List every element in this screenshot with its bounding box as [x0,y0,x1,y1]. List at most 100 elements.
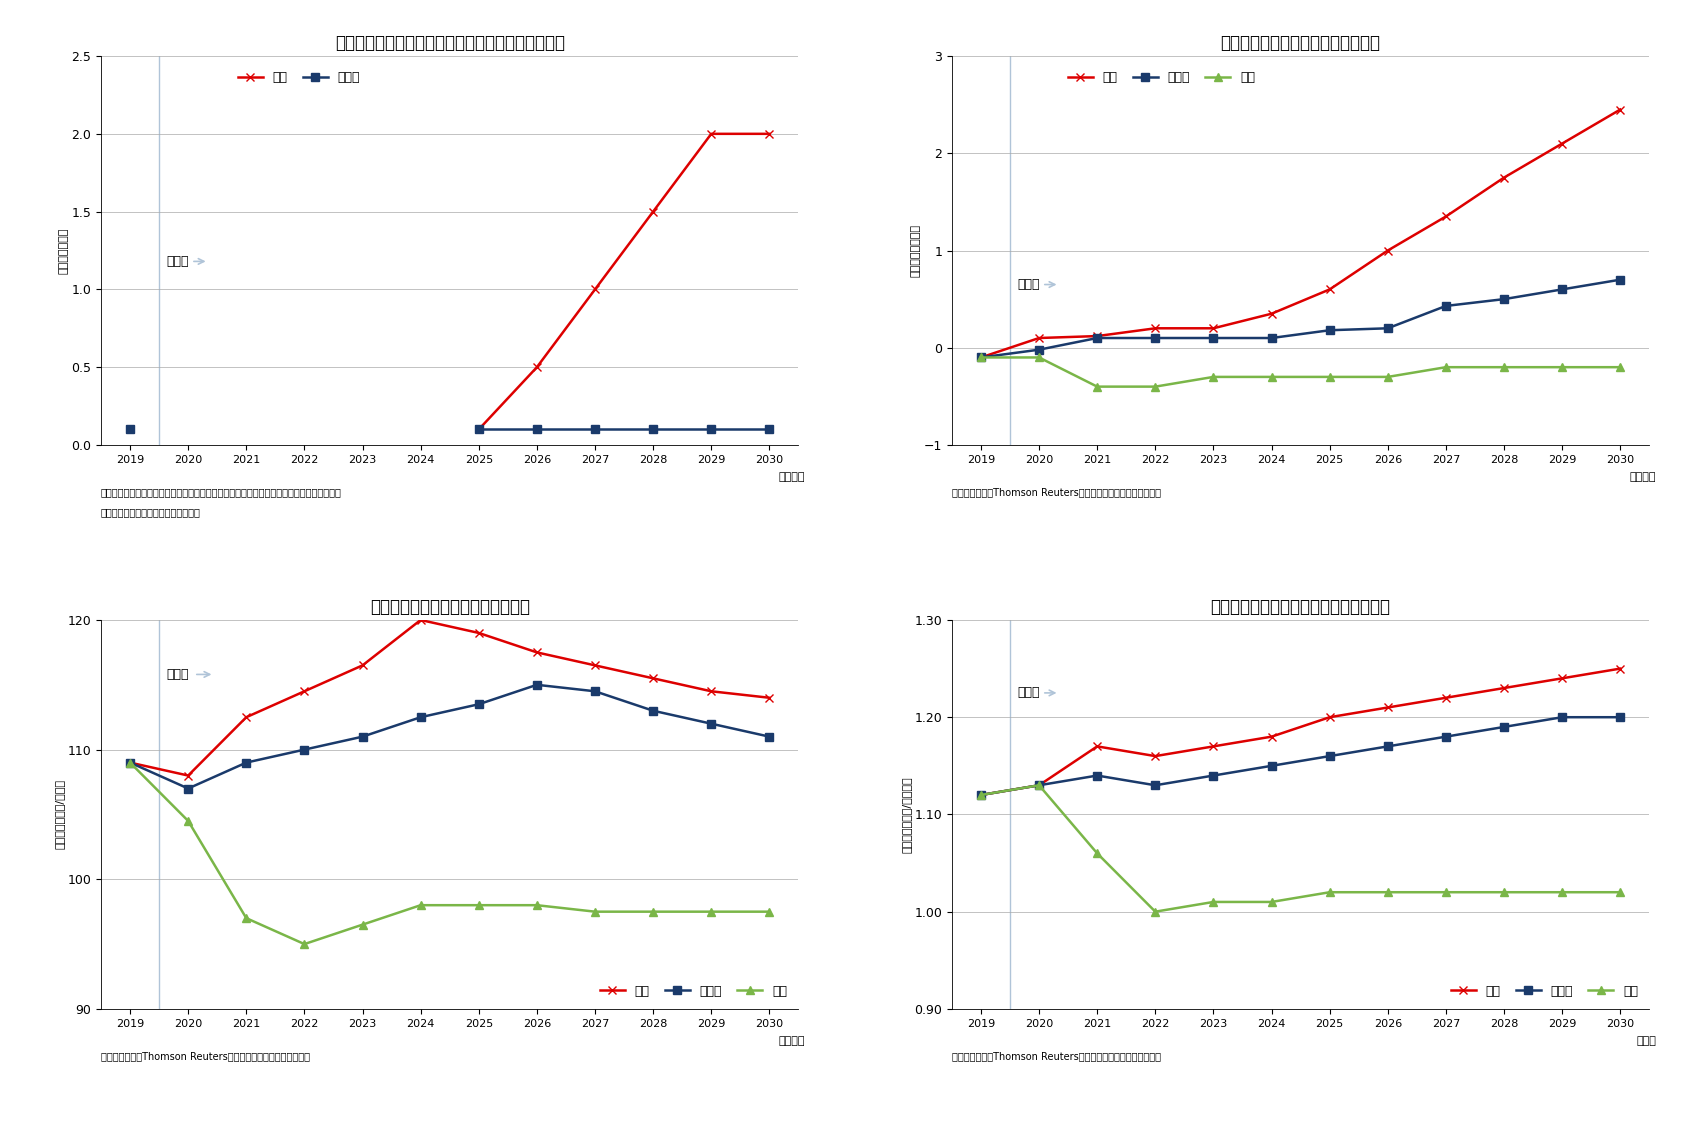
Line: メイン: メイン [126,680,774,793]
悲観 [1610,886,1630,899]
Line: 悲観: 悲観 [126,759,774,948]
Text: （資料）実績はThomson Reuters、見通しはニッセイ基礎研究所: （資料）実績はThomson Reuters、見通しはニッセイ基礎研究所 [101,1051,309,1062]
楽観 [1262,730,1282,743]
メイン [1378,322,1398,335]
メイン [1203,332,1223,345]
Text: （年度）: （年度） [1628,472,1655,482]
悲観 [1378,886,1398,899]
楽観 [1144,749,1164,762]
悲観 [701,905,722,918]
悲観 [1435,886,1455,899]
楽観 [585,659,606,673]
楽観 [1203,322,1223,335]
悲観 [178,814,198,827]
楽観 [1551,137,1571,150]
楽観 [971,788,991,802]
楽観 [701,127,722,140]
メイン [585,685,606,698]
メイン [178,781,198,795]
楽観 [1028,332,1048,345]
Y-axis label: （年度末・％）: （年度末・％） [59,228,69,274]
楽観 [759,691,779,704]
Title: シナリオ別　ユーロドルレートの見通し: シナリオ別 ユーロドルレートの見通し [1209,597,1389,615]
楽観 [701,685,722,698]
楽観 [759,127,779,140]
メイン [971,351,991,364]
楽観 [468,627,488,640]
Line: 悲観: 悲観 [976,781,1623,916]
悲観 [1610,361,1630,374]
Text: （資料）実績はThomson Reuters、見通しはニッセイ基礎研究所: （資料）実績はThomson Reuters、見通しはニッセイ基礎研究所 [952,1051,1161,1062]
悲観 [1203,896,1223,909]
悲観 [971,351,991,364]
Title: シナリオ別　日本長期金利の見通し: シナリオ別 日本長期金利の見通し [1219,34,1379,52]
Y-axis label: （年度平均・％）: （年度平均・％） [910,224,920,277]
メイン [1262,759,1282,772]
Text: 見通し: 見通し [167,668,188,680]
悲観 [294,937,315,951]
Line: メイン: メイン [976,713,1623,799]
メイン [468,423,488,436]
メイン [1028,343,1048,356]
Legend: 楽観, メイン, 悲観: 楽観, メイン, 悲観 [594,980,792,1002]
Legend: 楽観, メイン, 悲観: 楽観, メイン, 悲観 [1445,980,1642,1002]
楽観 [352,659,372,673]
Text: （資料）実績はThomson Reuters、見通しはニッセイ基礎研究所: （資料）実績はThomson Reuters、見通しはニッセイ基礎研究所 [952,488,1161,498]
Text: 見通し: 見通し [167,254,188,268]
メイン [235,756,256,769]
楽観 [1494,682,1514,695]
悲観 [1087,380,1107,393]
悲観 [1494,361,1514,374]
メイン [1551,711,1571,724]
楽観 [235,711,256,724]
Legend: 楽観, メイン, 悲観: 楽観, メイン, 悲観 [1061,66,1260,90]
メイン [1028,779,1048,793]
メイン [585,423,606,436]
メイン [1087,769,1107,782]
楽観 [1028,779,1048,793]
悲観 [1144,380,1164,393]
悲観 [526,898,547,911]
楽観 [1378,243,1398,257]
楽観 [410,613,431,627]
Line: 楽観: 楽観 [474,130,774,434]
メイン [643,704,663,717]
メイン [1087,332,1107,345]
悲観 [643,905,663,918]
楽観 [643,671,663,685]
メイン [1610,272,1630,286]
Y-axis label: （年度平均・円/ドル）: （年度平均・円/ドル） [54,779,64,850]
Line: メイン: メイン [976,276,1623,362]
楽観 [1435,210,1455,223]
Line: 楽観: 楽観 [126,615,774,780]
Text: （年度）: （年度） [779,1036,806,1046]
楽観 [468,423,488,436]
悲観 [119,756,140,769]
楽観 [1087,740,1107,753]
楽観 [1319,282,1339,296]
メイン [759,730,779,743]
悲観 [1319,370,1339,383]
楽観 [294,685,315,698]
メイン [526,423,547,436]
メイン [1435,730,1455,743]
メイン [1435,299,1455,313]
悲観 [1551,886,1571,899]
楽観 [643,205,663,219]
メイン [1319,324,1339,337]
悲観 [468,898,488,911]
悲観 [1435,361,1455,374]
楽観 [1610,661,1630,675]
Text: 見通し: 見通し [1016,278,1039,291]
メイン [701,717,722,731]
メイン [352,730,372,743]
Line: メイン: メイン [474,425,774,434]
楽観 [1262,307,1282,321]
楽観 [1378,701,1398,714]
メイン [294,743,315,757]
Text: （注）悲観シナリオでは無担保コールレート誘導目標の復活を見込んでいないため、非表示: （注）悲観シナリオでは無担保コールレート誘導目標の復活を見込んでいないため、非表… [101,488,341,498]
Text: （資料）ニッセイ基礎研究所の見通し: （資料）ニッセイ基礎研究所の見通し [101,507,200,517]
Title: シナリオ別　無担保コールレート誘導目標の見通し: シナリオ別 無担保コールレート誘導目標の見通し [335,34,565,52]
Y-axis label: （年平均・ドル/ユーロ）: （年平均・ドル/ユーロ） [902,776,912,853]
悲観 [1262,370,1282,383]
